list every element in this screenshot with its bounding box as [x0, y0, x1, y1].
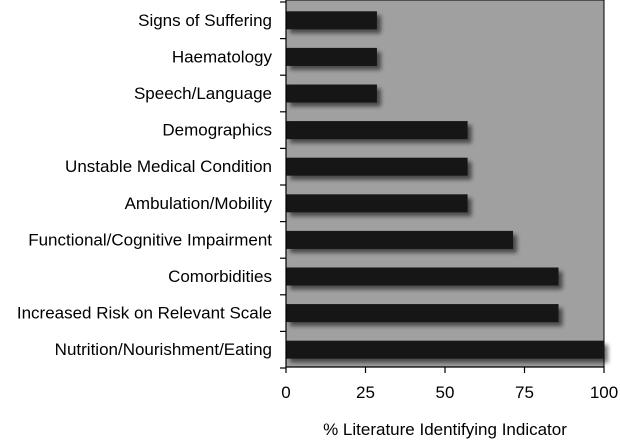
bar-0	[286, 11, 377, 30]
bar-3	[286, 121, 468, 140]
bar-9	[286, 340, 604, 359]
x-tick-label-2: 50	[436, 383, 455, 402]
bar-6	[286, 230, 514, 249]
category-label-8: Increased Risk on Relevant Scale	[17, 304, 272, 323]
axes-layer	[280, 0, 605, 373]
category-label-9: Nutrition/Nourishment/Eating	[55, 340, 272, 359]
x-tick-label-1: 25	[356, 383, 375, 402]
category-label-5: Ambulation/Mobility	[125, 194, 273, 213]
category-label-3: Demographics	[162, 121, 272, 140]
category-label-4: Unstable Medical Condition	[65, 157, 272, 176]
x-tick-label-0: 0	[281, 383, 290, 402]
category-label-1: Haematology	[172, 47, 273, 66]
x-tick-label-3: 75	[515, 383, 534, 402]
bar-1	[286, 47, 377, 66]
category-label-6: Functional/Cognitive Impairment	[28, 230, 272, 249]
bar-8	[286, 304, 559, 323]
category-label-2: Speech/Language	[134, 84, 272, 103]
bars-layer	[286, 11, 604, 359]
category-label-0: Signs of Suffering	[138, 11, 272, 30]
x-tick-label-4: 100	[590, 383, 618, 402]
category-label-7: Comorbidities	[168, 267, 272, 286]
bar-2	[286, 84, 377, 103]
bar-5	[286, 194, 468, 213]
x-tick-labels: 0 25 50 75 100	[281, 383, 618, 402]
category-labels: Signs of Suffering Haematology Speech/Lang…	[17, 11, 273, 359]
bar-7	[286, 267, 559, 286]
bar-4	[286, 157, 468, 176]
x-axis-title: % Literature Identifying Indicator	[323, 420, 567, 439]
